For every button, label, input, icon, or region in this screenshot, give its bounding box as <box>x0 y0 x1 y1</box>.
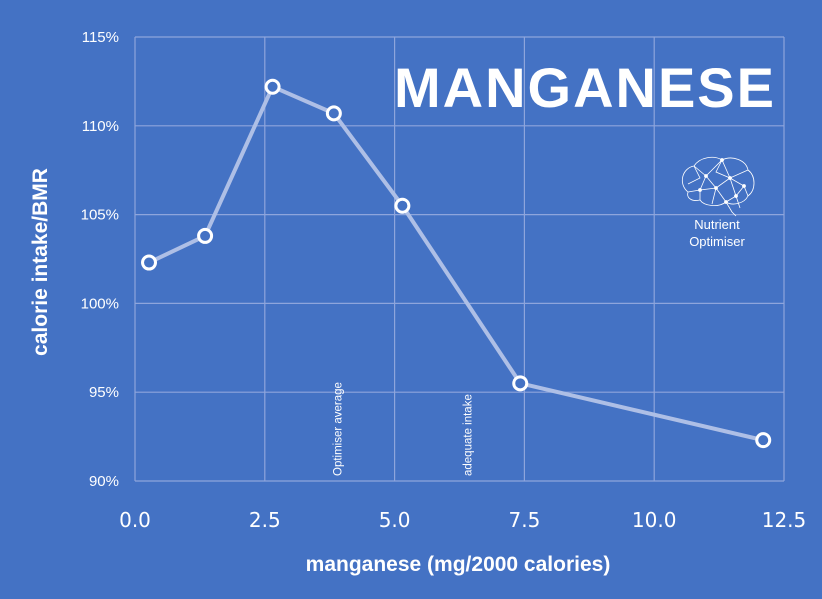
gridlines <box>134 36 785 482</box>
data-point <box>755 432 772 449</box>
y-tick-label: 95% <box>89 384 119 401</box>
y-tick-label: 105% <box>81 207 119 224</box>
x-tick-label: 0.0 <box>119 508 151 532</box>
data-point <box>264 78 281 95</box>
brain-icon <box>681 156 755 217</box>
logo-text-line1: Nutrient <box>694 217 740 232</box>
y-tick-label: 90% <box>89 473 119 490</box>
y-axis-label: calorie intake/BMR <box>29 168 52 356</box>
logo-text-line2: Optimiser <box>689 234 745 249</box>
x-tick-label: 7.5 <box>508 508 540 532</box>
x-tick-label: 10.0 <box>632 508 677 532</box>
series <box>141 78 772 449</box>
data-point <box>512 375 529 392</box>
chart-title: MANGANESE <box>394 56 776 119</box>
series-line <box>148 84 764 443</box>
x-axis-label: manganese (mg/2000 calories) <box>306 553 611 576</box>
y-tick-label: 110% <box>82 118 119 135</box>
annotation-label: Optimiser average <box>332 382 344 476</box>
data-point <box>197 227 214 244</box>
data-point <box>394 197 411 214</box>
data-point <box>325 105 342 122</box>
y-tick-label: 100% <box>81 295 119 312</box>
y-tick-label: 115% <box>82 29 119 46</box>
data-point <box>141 254 158 271</box>
x-tick-labels: 0.0 2.5 5.0 7.5 10.0 12.5 <box>119 508 806 532</box>
annotations: Optimiser average adequate intake <box>332 382 474 476</box>
x-tick-label: 2.5 <box>249 508 281 532</box>
y-tick-labels: 90% 95% 100% 105% 110% 115% <box>81 29 119 490</box>
annotation-label: adequate intake <box>462 394 474 476</box>
x-tick-label: 12.5 <box>762 508 807 532</box>
logo: Nutrient Optimiser <box>681 156 755 249</box>
x-tick-label: 5.0 <box>379 508 411 532</box>
